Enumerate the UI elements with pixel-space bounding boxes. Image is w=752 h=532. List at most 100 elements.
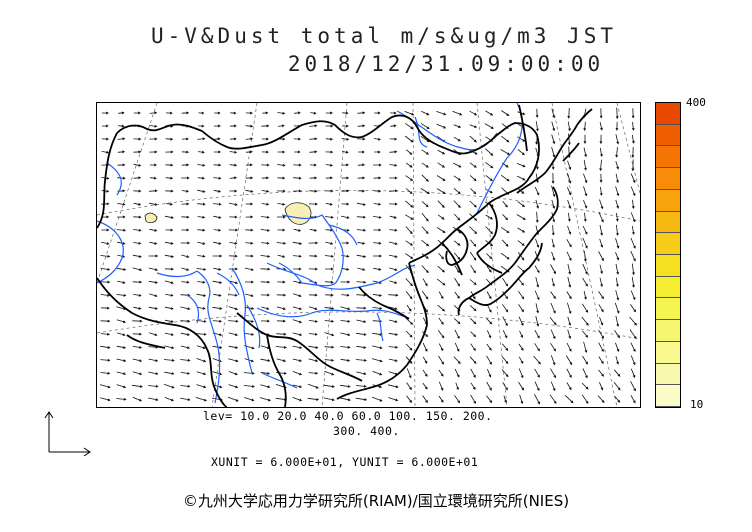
wind-arrow <box>165 293 174 297</box>
wind-arrow <box>630 395 636 404</box>
wind-arrow <box>615 199 619 209</box>
wind-arrow <box>212 306 223 310</box>
wind-arrow <box>551 277 555 287</box>
wind-arrow <box>631 134 635 144</box>
wind-arrow <box>197 215 206 219</box>
wind-arrow <box>245 163 253 167</box>
wind-arrow <box>389 176 398 180</box>
wind-arrow <box>372 254 382 258</box>
wind-arrow <box>277 215 286 219</box>
wind-arrow <box>567 302 572 314</box>
wind-arrow <box>501 356 509 365</box>
wind-arrow <box>117 150 126 154</box>
wind-arrow <box>486 381 492 391</box>
colorbar-segment <box>656 385 680 407</box>
wind-arrow <box>181 111 190 115</box>
wind-arrow <box>422 342 428 352</box>
wind-arrow <box>405 356 413 364</box>
wind-arrow <box>197 189 206 193</box>
wind-arrow <box>229 176 238 180</box>
wind-arrow <box>581 303 589 313</box>
wind-arrow <box>245 150 253 154</box>
wind-arrow <box>405 330 413 338</box>
colorbar-segment <box>656 211 680 234</box>
wind-arrow <box>615 173 619 184</box>
wind-arrow <box>245 189 254 193</box>
wind-arrow <box>630 368 636 378</box>
wind-arrow <box>245 228 254 232</box>
wind-arrow <box>342 111 349 115</box>
wind-arrow <box>341 241 350 245</box>
wind-arrow <box>469 110 478 116</box>
wind-arrow <box>469 162 477 168</box>
wind-arrow <box>117 202 126 206</box>
wind-arrow <box>181 150 190 154</box>
wind-arrow <box>615 252 620 261</box>
wind-arrow <box>420 188 430 195</box>
wind-arrow <box>180 345 190 349</box>
wind-arrow <box>309 189 318 193</box>
wind-arrow <box>133 215 142 219</box>
wind-arrow <box>116 397 127 401</box>
wind-arrow <box>469 356 477 364</box>
wind-arrow <box>309 163 317 167</box>
wind-arrow <box>292 371 303 376</box>
wind-arrow <box>149 293 158 297</box>
wind-arrow <box>454 342 460 352</box>
wind-arrow <box>582 225 588 235</box>
wind-arrow <box>275 345 287 349</box>
wind-arrow <box>534 394 540 405</box>
wind-arrow <box>470 394 476 404</box>
wind-arrow <box>309 293 318 297</box>
wind-arrow <box>292 241 303 245</box>
wind-arrow <box>437 214 445 220</box>
wind-arrow <box>117 137 126 141</box>
wind-arrow <box>212 280 223 284</box>
wind-arrow <box>148 306 159 310</box>
wind-arrow <box>228 306 239 311</box>
wind-arrow <box>163 383 175 389</box>
wind-arrow <box>131 384 143 388</box>
wind-arrow <box>277 280 286 284</box>
wind-arrow <box>406 149 413 155</box>
wind-arrow <box>517 175 526 181</box>
wind-arrow <box>260 254 271 258</box>
wind-arrow <box>422 278 428 287</box>
wind-arrow <box>277 254 286 258</box>
wind-arrow <box>567 107 571 119</box>
wind-arrow <box>484 123 494 129</box>
wind-arrow <box>405 291 413 300</box>
wind-arrow <box>470 382 476 390</box>
wind-arrow <box>100 293 111 297</box>
wind-arrow <box>357 267 366 271</box>
wind-arrow <box>243 371 255 375</box>
wind-arrow <box>453 175 461 181</box>
wind-arrow <box>388 358 398 362</box>
wind-arrow <box>196 293 207 297</box>
wind-arrow <box>581 316 589 326</box>
wind-arrow <box>149 189 158 193</box>
wind-arrow <box>436 227 446 233</box>
wind-arrow <box>133 293 142 297</box>
wind-arrow <box>116 345 127 349</box>
wind-arrow <box>437 330 445 339</box>
wind-arrow <box>567 316 572 326</box>
wind-arrow <box>486 253 493 260</box>
wind-arrow <box>470 343 476 351</box>
wind-arrow <box>373 202 382 206</box>
wind-arrow <box>165 150 174 154</box>
wind-arrow <box>599 147 603 158</box>
wind-arrow <box>180 397 191 401</box>
wind-arrow <box>197 163 206 167</box>
wind-arrow <box>197 137 206 141</box>
wind-arrow <box>165 189 174 193</box>
wind-arrow <box>550 342 556 352</box>
wind-arrow <box>551 225 555 236</box>
wind-arrow <box>534 290 540 301</box>
wind-arrow <box>356 202 366 206</box>
wind-arrow <box>567 199 572 209</box>
wind-arrow <box>228 345 239 349</box>
wind-arrow <box>324 319 335 323</box>
wind-arrow <box>389 280 398 284</box>
wind-arrow <box>535 277 540 288</box>
